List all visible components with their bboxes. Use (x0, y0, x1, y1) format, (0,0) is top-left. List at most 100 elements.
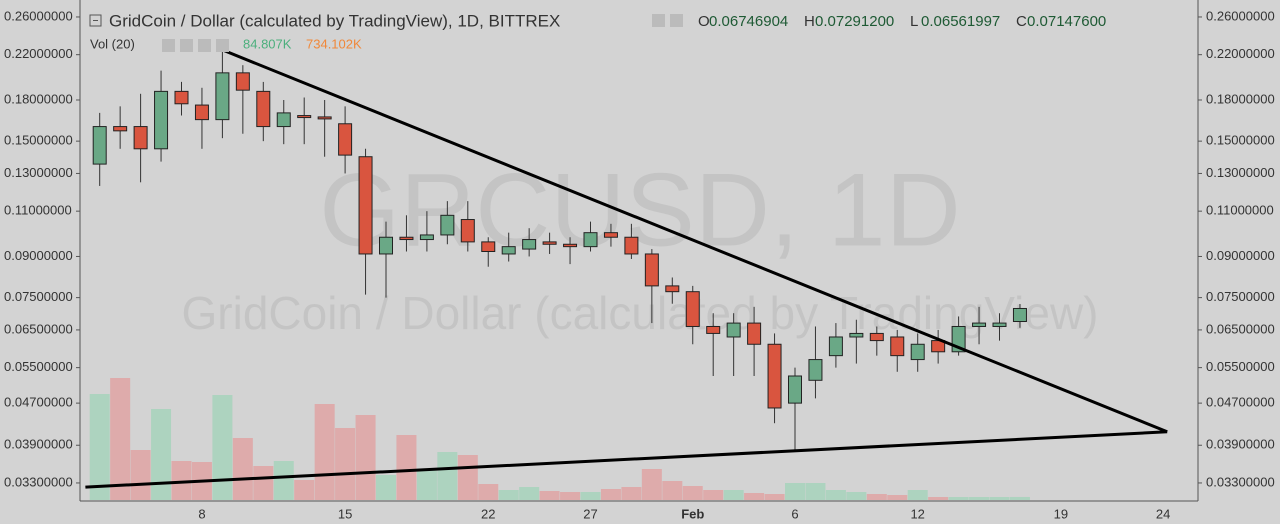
candle-body (133, 126, 148, 150)
y-tick-label-right: 0.15000000 (1206, 133, 1275, 148)
volume-bar (560, 492, 581, 500)
candle-body (297, 115, 312, 119)
y-tick-label-right: 0.22000000 (1206, 46, 1275, 61)
x-tick-label: 27 (583, 506, 597, 521)
candle-body (501, 246, 516, 255)
y-tick-label-right: 0.09000000 (1206, 248, 1275, 263)
candle-body (522, 239, 537, 250)
y-tick-label: 0.11000000 (4, 203, 72, 218)
volume-bar (171, 461, 192, 500)
volume-bar (703, 490, 724, 500)
volume-title: Vol (20) (90, 36, 135, 51)
x-tick-label: 8 (198, 506, 205, 521)
volume-icon[interactable] (216, 39, 229, 52)
y-tick-label-right: 0.13000000 (1206, 165, 1275, 180)
ohlc-label: H (804, 13, 815, 30)
header: GridCoin / Dollar (calculated by Trading… (89, 11, 1106, 52)
candle-body (440, 214, 455, 236)
candle-body (154, 90, 169, 150)
y-tick-label: 0.05500000 (4, 359, 73, 374)
y-tick-label: 0.15000000 (4, 133, 73, 148)
volume-icon[interactable] (198, 39, 211, 52)
volume-bar (416, 470, 437, 500)
volume-bar (764, 494, 785, 500)
y-tick-label: 0.09000000 (4, 248, 73, 263)
candle-body (665, 285, 680, 293)
volume-bar (335, 428, 356, 500)
y-tick-label-right: 0.05500000 (1206, 359, 1275, 374)
ohlc-label: L (910, 13, 918, 30)
trendline (221, 48, 1168, 434)
volume-bar (151, 409, 172, 500)
y-tick-label-right: 0.26000000 (1206, 8, 1275, 23)
ohlc-label: O (698, 13, 710, 30)
volume-bar (1009, 496, 1030, 500)
candle-body (849, 332, 864, 338)
ohlc-label: C (1016, 13, 1027, 30)
candle-body (726, 322, 741, 338)
ohlc-value: 0.07291200 (815, 13, 894, 30)
volume-bar (498, 490, 519, 500)
y-tick-label: 0.07500000 (4, 289, 73, 304)
candle-body (419, 234, 434, 241)
x-tick-label: 24 (1156, 506, 1170, 521)
volume-bar (580, 492, 601, 500)
x-tick-label: 6 (791, 506, 798, 521)
y-tick-label-right: 0.03900000 (1206, 437, 1275, 452)
candle-body (706, 325, 721, 334)
candle-body (910, 343, 925, 361)
x-tick-label: 22 (481, 506, 495, 521)
volume-bar (396, 435, 417, 500)
y-tick-label: 0.04700000 (4, 395, 73, 410)
y-tick-label: 0.26000000 (4, 8, 73, 23)
candle-body (379, 236, 393, 255)
volume-bar (907, 490, 928, 500)
candle-body (747, 322, 762, 345)
watermark-name: GridCoin / Dollar (calculated by Trading… (182, 287, 1099, 339)
settings-icon[interactable] (652, 14, 665, 27)
volume-legend-value: 84.807K (243, 36, 292, 51)
volume-bar (478, 484, 499, 500)
ohlc-value: 0.06561997 (921, 13, 1000, 30)
volume-bar (682, 486, 703, 500)
candle-body (92, 126, 107, 165)
candle-body (644, 253, 659, 287)
watermark: GRCUSD, 1D GridCoin / Dollar (calculated… (182, 152, 1099, 339)
collapse-icon[interactable] (89, 14, 102, 27)
y-tick-label: 0.18000000 (4, 91, 73, 106)
candle-body (767, 343, 782, 409)
settings-icon[interactable] (670, 14, 683, 27)
candle-body (358, 156, 373, 255)
volume-bar (887, 495, 908, 500)
volume-bar (273, 461, 294, 500)
plot-area (85, 48, 1168, 500)
volume-bar (825, 490, 846, 500)
y-tick-label: 0.03900000 (4, 437, 73, 452)
volume-bar (314, 404, 335, 500)
volume-bar (253, 466, 274, 500)
volume-bar (969, 497, 990, 500)
volume-bar (110, 378, 131, 500)
volume-bar (785, 483, 805, 500)
volume-bar (641, 469, 662, 500)
candle-body (256, 90, 271, 128)
volume-bar (376, 475, 396, 500)
volume-icon[interactable] (180, 39, 193, 52)
y-tick-label: 0.22000000 (4, 46, 73, 61)
volume-bar (805, 483, 826, 500)
candle-body (174, 90, 189, 105)
ohlc-value: 0.07147600 (1027, 13, 1106, 30)
candle-body (338, 123, 353, 156)
candle-body (828, 336, 843, 357)
y-tick-label-right: 0.04700000 (1206, 395, 1275, 410)
volume-icon[interactable] (162, 39, 175, 52)
volume-bar (989, 497, 1010, 500)
candle-body (399, 236, 414, 241)
volume-bar (621, 487, 642, 500)
y-tick-label-right: 0.11000000 (1206, 203, 1274, 218)
candle-body (788, 375, 802, 404)
chart-title: GridCoin / Dollar (calculated by Trading… (109, 11, 560, 30)
ohlc-value: 0.06746904 (709, 13, 788, 30)
x-tick-label: Feb (681, 506, 704, 521)
